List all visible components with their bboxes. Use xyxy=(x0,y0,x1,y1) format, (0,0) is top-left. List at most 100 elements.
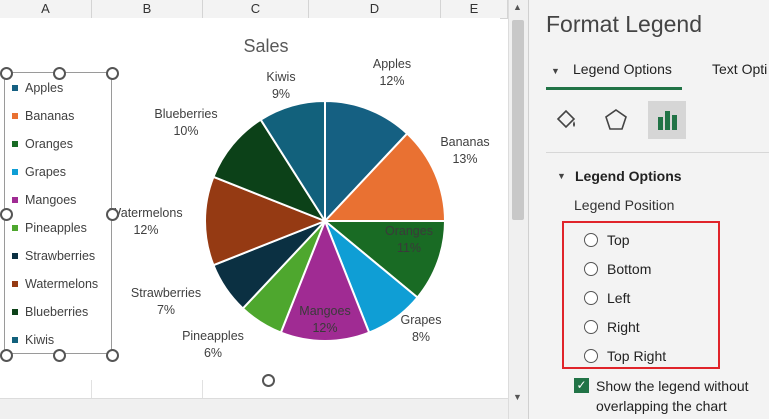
pie-chart[interactable] xyxy=(0,18,500,380)
data-label-percent: 8% xyxy=(411,330,431,344)
tab-text-options[interactable]: Text Opti xyxy=(712,61,768,77)
data-label-name: Watermelons xyxy=(109,206,183,220)
pie-slice-blueberries[interactable] xyxy=(212,118,328,224)
legend-entry[interactable]: Blueberries xyxy=(12,302,88,322)
radio-circle[interactable] xyxy=(584,262,598,276)
column-header-b[interactable]: B xyxy=(92,0,203,18)
radio-circle[interactable] xyxy=(584,320,598,334)
radio-left[interactable]: Left xyxy=(584,288,630,308)
legend-swatch xyxy=(12,169,18,175)
data-label-percent: 12% xyxy=(312,321,338,335)
format-legend-pane: Format Legend ▼ Legend Options Text Opti… xyxy=(528,0,769,419)
column-header-d[interactable]: D xyxy=(309,0,441,18)
data-label[interactable]: Bananas 13% xyxy=(420,134,508,168)
legend-entry[interactable]: Grapes xyxy=(12,162,66,182)
scroll-thumb[interactable] xyxy=(512,20,524,220)
data-label[interactable]: Pineapples 6% xyxy=(168,328,258,362)
resize-handle[interactable] xyxy=(53,349,66,362)
chart-resize-handle[interactable] xyxy=(262,374,275,387)
legend-entry[interactable]: Oranges xyxy=(12,134,73,154)
section-legend-options[interactable]: Legend Options xyxy=(575,168,682,184)
resize-handle[interactable] xyxy=(106,67,119,80)
legend-entry[interactable]: Pineapples xyxy=(12,218,87,238)
legend-swatch xyxy=(12,225,18,231)
legend-entry[interactable]: Watermelons xyxy=(12,274,98,294)
data-label[interactable]: Apples 12% xyxy=(347,56,437,90)
legend-entry[interactable]: Mangoes xyxy=(12,190,76,210)
column-header-a[interactable]: A xyxy=(0,0,92,18)
pie-slice-apples[interactable] xyxy=(324,99,409,224)
data-label[interactable]: Blueberries 10% xyxy=(141,106,231,140)
legend-swatch xyxy=(12,253,18,259)
column-header-row: A B C D E xyxy=(0,0,508,19)
pie-slice-watermelons[interactable] xyxy=(204,175,328,267)
radio-circle[interactable] xyxy=(584,349,598,363)
pie-chart-area[interactable]: Sales Apples 12% Bananas 13% Oranges 11% Grape… xyxy=(0,18,500,380)
legend-entry[interactable]: Bananas xyxy=(12,106,74,126)
resize-handle[interactable] xyxy=(53,67,66,80)
show-legend-label: Show the legend without overlapping the … xyxy=(596,378,749,414)
highlight-box xyxy=(562,221,720,369)
data-label-name: Mangoes xyxy=(299,304,351,318)
column-header-e[interactable]: E xyxy=(441,0,508,18)
data-label[interactable]: Watermelons 12% xyxy=(101,205,191,239)
legend-swatch xyxy=(12,85,18,91)
pie-slice-bananas[interactable] xyxy=(322,132,447,222)
legend-entry[interactable]: Strawberries xyxy=(12,246,95,266)
legend-label: Kiwis xyxy=(25,333,55,347)
horizontal-scrollbar[interactable] xyxy=(0,398,508,419)
legend-swatch xyxy=(12,309,18,315)
tab-collapse-icon[interactable]: ▼ xyxy=(551,66,560,76)
radio-bottom[interactable]: Bottom xyxy=(584,259,651,279)
chart-title[interactable]: Sales xyxy=(243,36,289,56)
data-label[interactable]: Oranges 11% xyxy=(364,223,454,257)
legend-entry[interactable]: Kiwis xyxy=(12,330,54,350)
data-label[interactable]: Mangoes 12% xyxy=(280,303,370,337)
resize-handle[interactable] xyxy=(0,208,13,221)
bar-chart-options-icon[interactable] xyxy=(648,101,686,139)
pentagon-effects-icon[interactable] xyxy=(597,101,635,139)
column-header-c[interactable]: C xyxy=(203,0,309,18)
tab-legend-options[interactable]: Legend Options xyxy=(573,61,672,77)
data-label[interactable]: Kiwis 9% xyxy=(236,69,326,103)
scroll-up-icon[interactable]: ▲ xyxy=(513,2,522,12)
show-legend-checkbox[interactable]: ✓ xyxy=(574,378,589,393)
legend-label: Pineapples xyxy=(25,221,87,235)
data-label[interactable]: Grapes 8% xyxy=(376,312,466,346)
pie-slice-mangoes[interactable] xyxy=(279,218,371,342)
fill-bucket-icon[interactable] xyxy=(547,101,585,139)
scroll-down-icon[interactable]: ▼ xyxy=(513,392,522,402)
legend-entry[interactable]: Apples xyxy=(12,78,63,98)
radio-circle[interactable] xyxy=(584,291,598,305)
spreadsheet-area: A B C D E Sales Apples 12% Bananas 13% Orang… xyxy=(0,0,508,419)
data-label-name: Bananas xyxy=(440,135,490,149)
pane-title: Format Legend xyxy=(546,11,702,37)
pie-slice-oranges[interactable] xyxy=(322,220,447,299)
radio-label: Bottom xyxy=(607,261,652,277)
legend-box[interactable]: Apples Bananas Oranges Grapes Mangoes Pineapp… xyxy=(4,72,112,354)
data-label[interactable]: Strawberries 7% xyxy=(121,285,211,319)
data-label-name: Strawberries xyxy=(130,286,202,300)
data-label-percent: 11% xyxy=(396,241,422,255)
legend-label: Watermelons xyxy=(25,277,99,291)
radio-top[interactable]: Top xyxy=(584,230,630,250)
resize-handle[interactable] xyxy=(0,349,13,362)
chevron-down-icon[interactable]: ▼ xyxy=(557,171,566,181)
data-label-percent: 12% xyxy=(379,74,405,88)
data-label-percent: 9% xyxy=(271,87,291,101)
active-tab-underline xyxy=(546,87,682,90)
resize-handle[interactable] xyxy=(106,208,119,221)
data-label-name: Grapes xyxy=(400,313,442,327)
radio-label: Right xyxy=(607,319,640,335)
vertical-scrollbar[interactable]: ▲ ▼ xyxy=(508,0,528,419)
radio-circle[interactable] xyxy=(584,233,598,247)
legend-swatch xyxy=(12,281,18,287)
radio-label: Top xyxy=(607,232,630,248)
radio-right[interactable]: Right xyxy=(584,317,640,337)
legend-label: Bananas xyxy=(25,109,75,123)
resize-handle[interactable] xyxy=(106,349,119,362)
radio-top-right[interactable]: Top Right xyxy=(584,346,666,366)
resize-handle[interactable] xyxy=(0,67,13,80)
data-label-name: Pineapples xyxy=(182,329,244,343)
pie-slice-kiwis[interactable] xyxy=(259,99,326,225)
